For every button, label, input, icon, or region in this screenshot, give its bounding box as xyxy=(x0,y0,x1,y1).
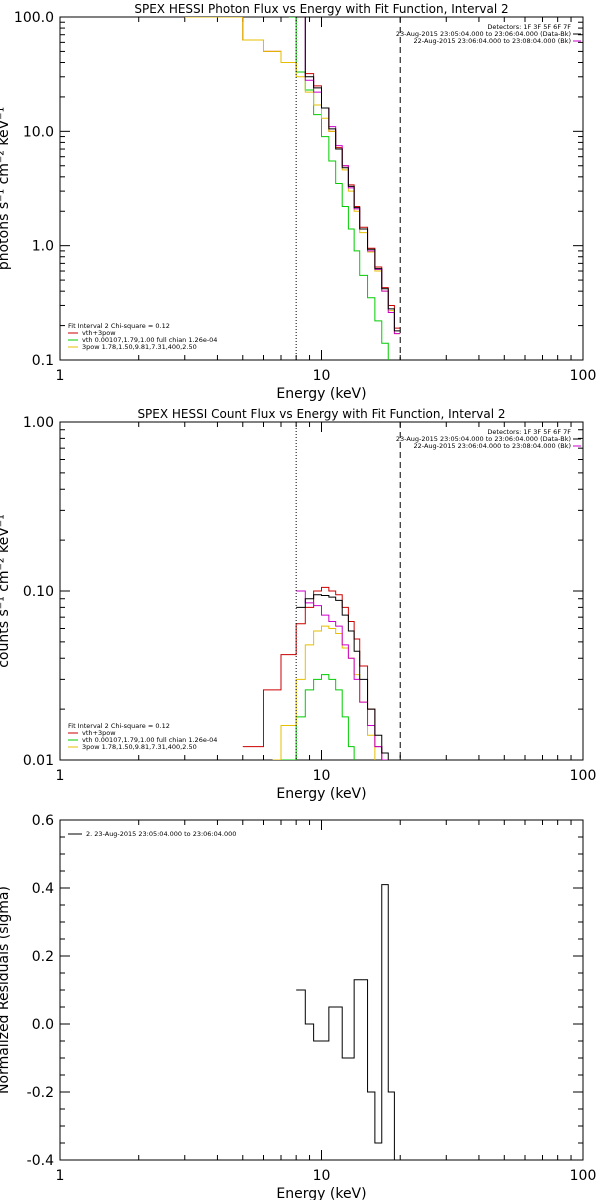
y-axis: -0.4 -0.2 0.0 0.2 0.4 0.6 Normalized Residuals… xyxy=(0,813,583,1169)
legend-entry: vth 0.00107,1.79,1.00 full chian 1.26e-0… xyxy=(82,336,217,344)
series-line-bk xyxy=(296,590,389,760)
legend-entry: vth 0.00107,1.79,1.00 full chian 1.26e-0… xyxy=(82,736,217,744)
info-line: Detectors: 1F 3F 5F 6F 7F xyxy=(487,23,571,31)
plot-frame xyxy=(59,16,584,361)
chart-panel-1: SPEX HESSI Photon Flux vs Energy with Fi… xyxy=(0,2,596,402)
x-tick-label: 10 xyxy=(313,768,331,784)
chart-panel-2: SPEX HESSI Count Flux vs Energy with Fit… xyxy=(0,407,597,802)
legend-entry: Fit Interval 2 Chi-square = 0.12 xyxy=(68,722,170,730)
legend: Fit Interval 2 Chi-square = 0.12vth+3pow… xyxy=(68,322,217,351)
x-tick-label: 10 xyxy=(313,368,331,384)
y-tick-label: 100.0 xyxy=(14,10,54,26)
legend-entry: Fit Interval 2 Chi-square = 0.12 xyxy=(68,322,170,330)
series-group xyxy=(184,17,401,360)
y-tick-label: -0.4 xyxy=(27,1153,54,1169)
info-line: 23-Aug-2015 23:05:04.000 to 23:06:04.000… xyxy=(396,435,571,443)
legend: Fit Interval 2 Chi-square = 0.12vth+3pow… xyxy=(68,722,217,751)
chart-title: SPEX HESSI Photon Flux vs Energy with Fi… xyxy=(134,2,508,16)
x-tick-label: 100 xyxy=(570,368,597,384)
x-axis: 1 10 100 Energy (keV) xyxy=(56,422,597,802)
y-tick-label: 0.01 xyxy=(23,753,54,769)
y-axis-label: Normalized Residuals (sigma) xyxy=(0,886,12,1094)
series-line-2-23-aug-2015-23-05-04-000-to-23-06-04-000 xyxy=(296,884,395,1160)
y-axis-label: counts s⁻¹ cm⁻² keV⁻¹ xyxy=(0,514,12,668)
series-group xyxy=(296,884,395,1160)
series-line-vth xyxy=(280,674,355,760)
series-line-bk xyxy=(296,17,401,335)
series-line-data-bk xyxy=(296,17,401,332)
series-line-data-bk xyxy=(296,594,389,760)
chart-title: SPEX HESSI Count Flux vs Energy with Fit… xyxy=(137,407,505,421)
legend-entry: 3pow 1.78,1.50,9.81,7.31,400,2.50 xyxy=(82,743,197,751)
x-tick-label: 1 xyxy=(56,1168,65,1184)
y-tick-label: 1.0 xyxy=(32,239,54,255)
info-line: 22-Aug-2015 23:06:04.000 to 23:08:04.000… xyxy=(414,442,571,450)
info-line: 22-Aug-2015 23:06:04.000 to 23:08:04.000… xyxy=(414,37,571,45)
x-axis-label: Energy (keV) xyxy=(276,1186,366,1200)
x-tick-label: 100 xyxy=(570,768,597,784)
legend-entry: 2. 23-Aug-2015 23:05:04.000 to 23:06:04.… xyxy=(86,830,236,838)
y-tick-label: 10.0 xyxy=(23,124,54,140)
x-axis: 1 10 100 Energy (keV) xyxy=(56,820,597,1202)
x-axis-label: Energy (keV) xyxy=(276,786,366,802)
y-tick-label: 0.2 xyxy=(32,949,54,965)
legend-entry: 3pow 1.78,1.50,9.81,7.31,400,2.50 xyxy=(82,343,197,351)
y-tick-label: 0.1 xyxy=(32,353,54,369)
legend: 2. 23-Aug-2015 23:05:04.000 to 23:06:04.… xyxy=(68,830,236,838)
chart-panel-3: 1 10 100 Energy (keV) -0.4 -0.2 0.0 0.2 0.4 0.6 No… xyxy=(0,813,597,1202)
series-line-3pow xyxy=(272,625,376,760)
info-line: 23-Aug-2015 23:05:04.000 to 23:06:04.000… xyxy=(396,30,571,38)
y-axis: 0.1 1.0 10.0 100.0 photons s⁻¹ cm⁻² keV⁻¹ xyxy=(0,10,583,369)
x-tick-label: 1 xyxy=(56,368,65,384)
y-axis-label: photons s⁻¹ cm⁻² keV⁻¹ xyxy=(0,107,12,270)
x-tick-label: 1 xyxy=(56,768,65,784)
y-tick-label: -0.2 xyxy=(27,1085,54,1101)
y-tick-label: 0.0 xyxy=(32,1017,54,1033)
y-tick-label: 0.10 xyxy=(23,584,54,600)
x-axis-label: Energy (keV) xyxy=(276,386,366,402)
x-tick-label: 10 xyxy=(313,1168,331,1184)
legend-entry: vth+3pow xyxy=(82,729,116,737)
y-tick-label: 0.4 xyxy=(32,881,54,897)
y-tick-label: 1.00 xyxy=(23,415,54,431)
y-axis: 0.01 0.10 1.00 counts s⁻¹ cm⁻² keV⁻¹ xyxy=(0,415,583,769)
x-axis: 1 10 100 Energy (keV) xyxy=(56,17,597,402)
legend-entry: vth+3pow xyxy=(82,329,116,337)
info-line: Detectors: 1F 3F 5F 6F 7F xyxy=(487,428,571,436)
y-tick-label: 0.6 xyxy=(32,813,54,829)
plot-frame xyxy=(59,819,584,1161)
x-tick-label: 100 xyxy=(570,1168,597,1184)
series-group xyxy=(242,586,389,760)
